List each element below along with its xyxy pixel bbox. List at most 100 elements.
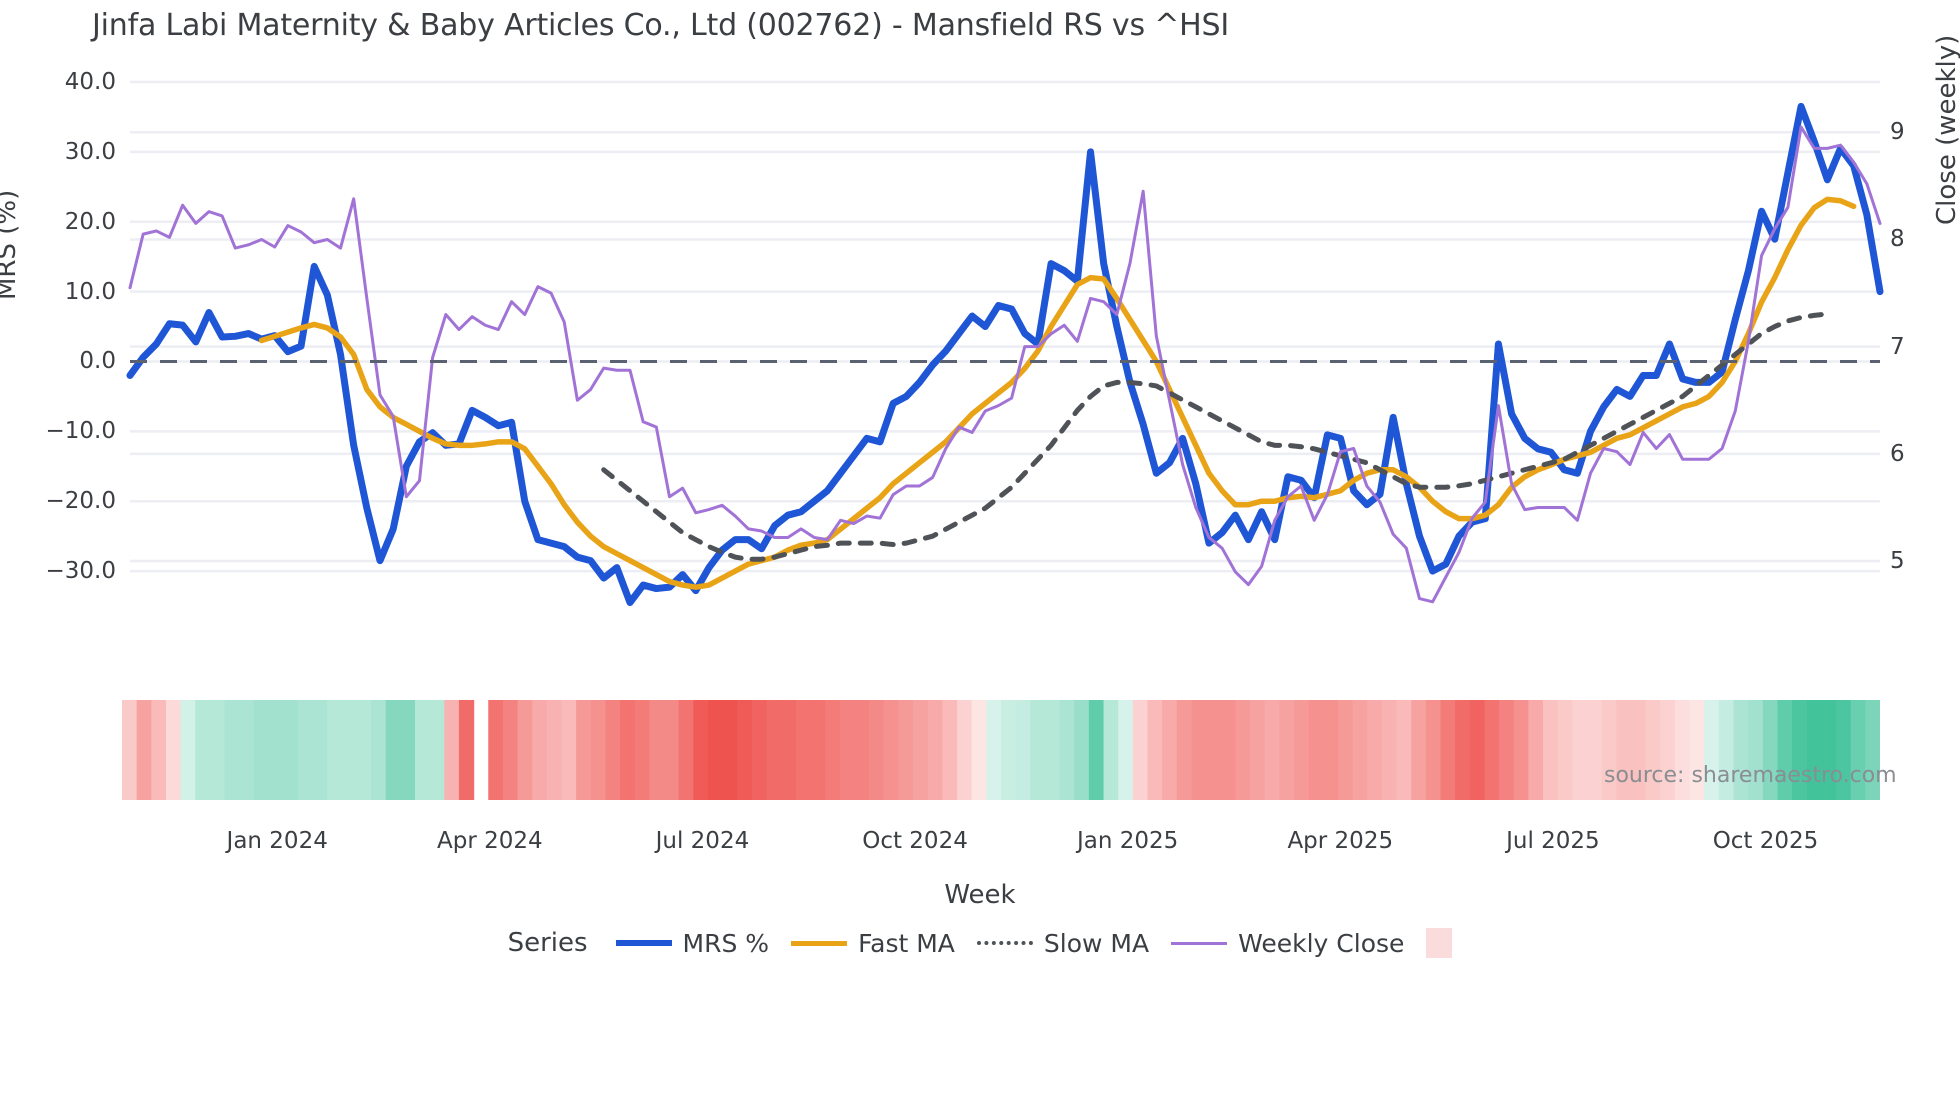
legend-swatch-patch-icon (1426, 928, 1453, 958)
heatmap-band (458, 700, 475, 800)
heatmap-band (239, 700, 255, 800)
heatmap-band (957, 700, 973, 800)
heatmap-band (502, 700, 519, 800)
heatmap-band (1088, 700, 1105, 800)
series-line-fast-ma (258, 196, 1857, 590)
heatmap-band (1513, 700, 1529, 800)
heatmap-band (180, 700, 196, 800)
heatmap-band (1044, 700, 1061, 800)
heatmap-band (1850, 700, 1866, 800)
heatmap-band (1030, 700, 1046, 800)
y-tick-right: 9 (1890, 119, 1905, 146)
heatmap-band (1264, 700, 1280, 800)
y-tick-left: 20.0 (64, 208, 116, 235)
y-tick-left: 10.0 (64, 278, 116, 305)
heatmap-band (1132, 700, 1149, 800)
heatmap-band (810, 700, 826, 800)
series-line-weekly-close (128, 125, 1882, 604)
legend-swatch-line-icon (976, 941, 1033, 945)
heatmap-band (737, 700, 753, 800)
heatmap-band (253, 700, 270, 800)
heatmap-band (1001, 700, 1017, 800)
heatmap-band (1865, 700, 1880, 800)
x-tick: Jul 2024 (655, 828, 750, 854)
legend-item-label: Weekly Close (1238, 928, 1405, 958)
heatmap-band (1411, 700, 1427, 800)
heatmap-band (1455, 700, 1471, 800)
series-line-mrs (126, 102, 1884, 607)
y-tick-left: −30.0 (45, 558, 116, 585)
heatmap-band (165, 700, 182, 800)
legend-item-weekly-close[interactable]: Weekly Close (1171, 929, 1404, 958)
heatmap-band (1103, 700, 1119, 800)
heatmap-band (1630, 700, 1647, 800)
heatmap-band (1704, 700, 1720, 800)
heatmap-band (371, 700, 387, 800)
x-tick: Apr 2024 (436, 828, 543, 854)
legend-item-slow-ma[interactable]: Slow MA (976, 929, 1149, 958)
heatmap-band (649, 700, 665, 800)
heatmap-band (385, 700, 401, 800)
heatmap-band (825, 700, 841, 800)
heatmap-svg (122, 700, 1880, 800)
heatmap-band (986, 700, 1002, 800)
heatmap-band (415, 700, 431, 800)
heatmap-band (1381, 700, 1398, 800)
heatmap-band (693, 700, 709, 800)
momentum-heatmap-strip (122, 700, 1880, 800)
heatmap-band (1162, 700, 1178, 800)
heatmap-band (1733, 700, 1749, 800)
heatmap-band (1352, 700, 1368, 800)
heatmap-band (1718, 700, 1735, 800)
heatmap-band (854, 700, 870, 800)
heatmap-band (1074, 700, 1090, 800)
heatmap-band (122, 700, 138, 800)
heatmap-band (1572, 700, 1588, 800)
x-axis-label: Week (944, 880, 1016, 910)
y-axis-left-label: MRS (%) (0, 189, 22, 300)
y-tick-left: −20.0 (45, 488, 116, 515)
heatmap-band (1308, 700, 1324, 800)
heatmap-band (1674, 700, 1691, 800)
legend-title: Series (507, 928, 588, 958)
y-tick-right: 5 (1890, 548, 1905, 575)
heatmap-band (151, 700, 167, 800)
y-tick-left: −10.0 (45, 418, 116, 445)
heatmap-band (546, 700, 563, 800)
x-tick: Apr 2025 (1287, 828, 1394, 854)
heatmap-band (1557, 700, 1573, 800)
legend-swatch-line-icon (615, 940, 672, 946)
x-tick: Jul 2025 (1506, 828, 1600, 854)
legend-item-fast-ma[interactable]: Fast MA (791, 929, 955, 958)
heatmap-band (634, 700, 650, 800)
heatmap-band (1250, 700, 1266, 800)
heatmap-band (1499, 700, 1515, 800)
heatmap-band (766, 700, 782, 800)
heatmap-band (576, 700, 592, 800)
heatmap-band (1528, 700, 1544, 800)
x-tick: Jan 2024 (226, 828, 328, 854)
y-tick-left: 40.0 (64, 68, 116, 95)
heatmap-band (1425, 700, 1442, 800)
legend-item-mrs[interactable]: MRS % (615, 929, 769, 958)
series-line-slow-ma (601, 311, 1830, 562)
heatmap-band (1440, 700, 1456, 800)
heatmap-band (1118, 700, 1134, 800)
heatmap-band (1059, 700, 1075, 800)
source-attribution: source: sharemaestro.com (1604, 763, 1897, 788)
heatmap-band (1792, 700, 1808, 800)
heatmap-band (1220, 700, 1236, 800)
legend-swatch-line-icon (791, 940, 848, 946)
heatmap-band (1748, 700, 1764, 800)
heatmap-band (1645, 700, 1661, 800)
heatmap-band (312, 700, 328, 800)
heatmap-band (517, 700, 533, 800)
heatmap-band (1806, 700, 1822, 800)
y-tick-right: 7 (1890, 333, 1905, 360)
heatmap-band (444, 700, 460, 800)
heatmap-band (1206, 700, 1222, 800)
legend-item-patch[interactable] (1426, 928, 1453, 958)
heatmap-band (942, 700, 958, 800)
heatmap-band (913, 700, 929, 800)
